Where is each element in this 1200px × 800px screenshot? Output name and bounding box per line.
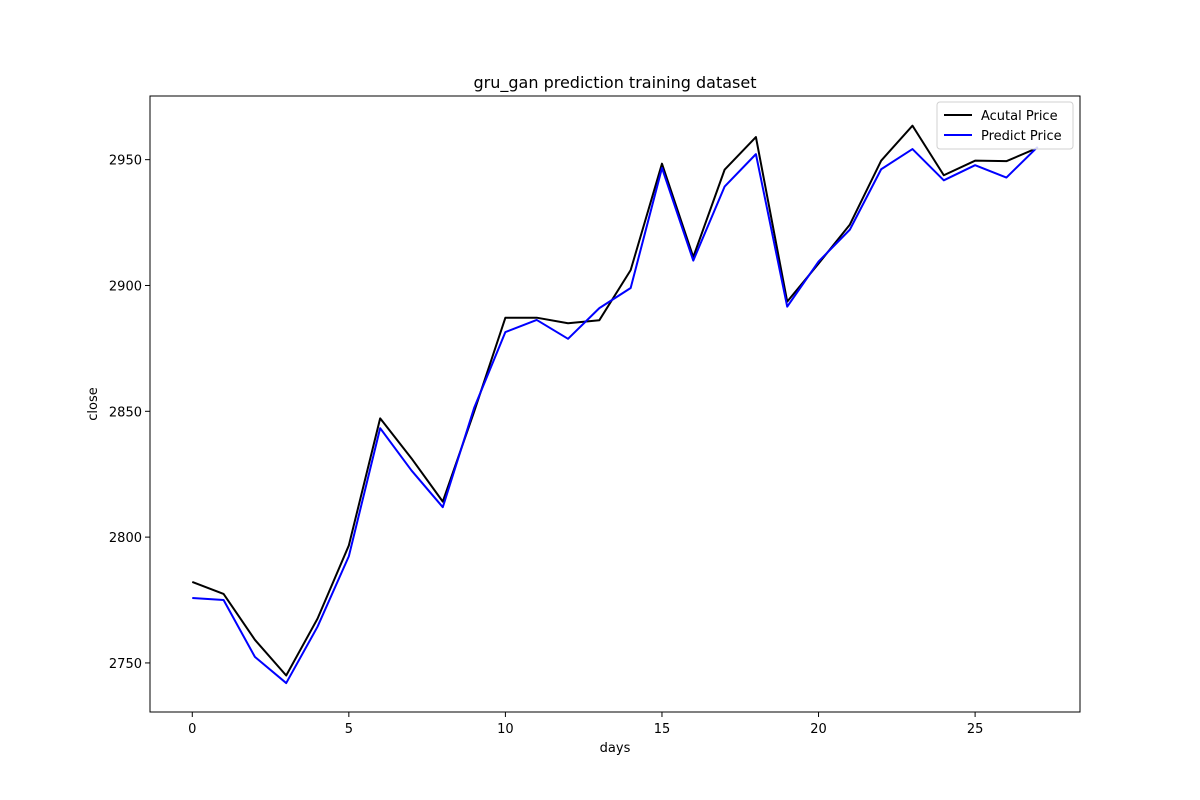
- chart-title: gru_gan prediction training dataset: [474, 73, 757, 93]
- axes-frame: [149, 95, 1081, 713]
- legend-label-predict: Predict Price: [981, 129, 1062, 144]
- legend-frame: [936, 101, 1074, 150]
- x-tick-label: 15: [654, 722, 671, 737]
- x-tick-label: 0: [188, 722, 196, 737]
- x-tick-label: 25: [967, 722, 984, 737]
- series-line-predict-price: [192, 146, 1039, 685]
- legend-label-actual: Acutal Price: [981, 109, 1058, 124]
- x-tick-label: 5: [345, 722, 353, 737]
- x-tick-label: 20: [810, 722, 827, 737]
- plot-series: [191, 124, 1039, 685]
- y-axis-label: close: [86, 387, 101, 420]
- y-tick-label: 2850: [109, 405, 142, 420]
- legend: Acutal Price Predict Price: [936, 101, 1074, 150]
- y-tick-label: 2750: [109, 657, 142, 672]
- series-line-acutal-price: [191, 124, 1039, 677]
- x-tick-label: 10: [497, 722, 514, 737]
- x-axis-label: days: [600, 741, 631, 756]
- y-tick-label: 2900: [109, 279, 142, 294]
- y-tick-label: 2800: [109, 531, 142, 546]
- x-axis-ticks: 0 5 10 15 20 25: [188, 712, 983, 737]
- y-tick-label: 2950: [109, 154, 142, 169]
- y-axis-ticks: 2750 2800 2850 2900 2950: [109, 154, 150, 672]
